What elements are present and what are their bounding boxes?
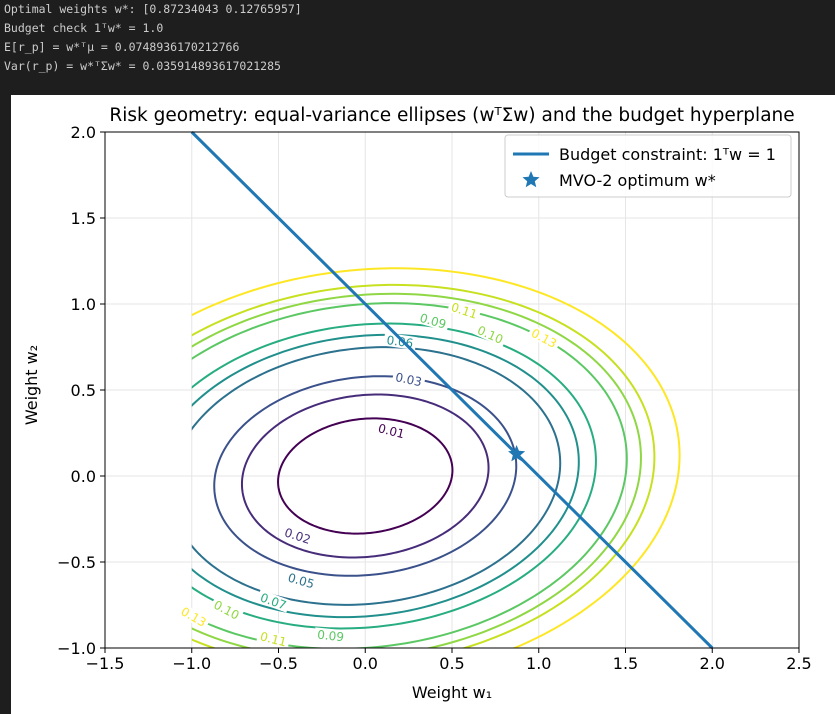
x-tick-label: 0.0 [353,654,378,673]
y-tick-label: 2.0 [71,123,96,142]
contour-label-bg [473,322,508,347]
x-axis-label: Weight w₁ [412,683,492,702]
x-tick-label: −1.5 [86,654,125,673]
y-axis-label: Weight w₂ [22,345,41,425]
contour-label-bg [374,420,409,441]
contour-label-group: 0.03 [391,369,426,389]
contour-0.02 [240,393,490,559]
contour-label: 0.10 [475,323,505,347]
contour-label: 0.09 [418,311,448,332]
y-tick-label: 0.0 [71,467,96,486]
contour-label-bg [415,310,451,332]
contour-0.07 [191,322,597,630]
console-line-budget: Budget check 1ᵀw* = 1.0 [4,21,164,35]
legend-label-budget: Budget constraint: 1ᵀw = 1 [559,145,776,164]
contour-label-bg [209,596,244,623]
contour-label-bg [284,569,319,592]
contour-label-group: 0.11 [256,628,291,650]
contour-label-bg [256,589,291,613]
y-tick-label: −1.0 [57,639,96,658]
x-tick-label: 0.5 [439,654,464,673]
optimum-star-marker [508,445,526,462]
contour-label-bg [314,627,348,644]
contour-0.11 [191,283,656,648]
contour-0.13 [191,267,681,648]
contour-label: 0.03 [394,370,423,389]
contour-label-group: 0.01 [374,420,409,441]
y-tick-label: 1.5 [71,209,96,228]
contour-label-group: 0.10 [209,596,244,623]
contour-label-group: 0.10 [473,322,508,347]
x-ticks: −1.5 −1.0 −0.5 0.0 0.5 1.0 1.5 2.0 2.5 [86,648,812,673]
y-tick-label: −0.5 [57,553,96,572]
optimum-layer [508,445,526,462]
contour-label-group: 0.09 [415,310,451,332]
x-tick-label: 1.5 [613,654,638,673]
figure: Risk geometry: equal-variance ellipses (… [11,95,835,714]
contour-lines [191,267,681,648]
chart-title: Risk geometry: equal-variance ellipses (… [109,105,794,126]
x-tick-label: 1.0 [526,654,551,673]
legend-box [504,134,792,198]
x-tick-label: 2.0 [700,654,725,673]
contour-label-bg [280,524,315,547]
contour-chart: Risk geometry: equal-variance ellipses (… [22,105,812,702]
output-gutter [0,92,11,714]
legend: Budget constraint: 1ᵀw = 1 MVO-2 optimum… [504,134,792,198]
contour-label: 0.09 [317,628,345,645]
contour-0.06 [191,333,580,619]
y-tick-label: 1.0 [71,295,96,314]
console-output: Optimal weights w*: [0.87234043 0.127659… [0,0,835,92]
contour-0.09 [191,302,628,648]
contour-label-bg [256,628,291,650]
contour-0.05 [191,346,562,606]
contour-label-bg [176,602,211,631]
contour-label-group: 0.07 [256,589,291,613]
contour-label: 0.11 [259,629,288,649]
contour-label-group: 0.02 [280,524,315,547]
console-line-weights: Optimal weights w*: [0.87234043 0.127659… [4,2,302,16]
x-tick-label: 2.5 [786,654,811,673]
contour-labels: 0.010.030.060.09 0.110.10 0.130.020.050.07… [176,299,562,650]
y-ticks: −1.0 −0.5 0.0 0.5 1.0 1.5 2.0 [57,123,105,658]
y-tick-label: 0.5 [71,381,96,400]
x-tick-label: −0.5 [259,654,298,673]
contour-0.10 [191,292,642,648]
console-line-return: E[r_p] = w*ᵀμ = 0.0748936170212766 [4,40,240,54]
contour-0.01 [277,417,454,535]
budget-line [190,130,714,650]
contour-label: 0.01 [377,421,406,441]
contour-0.03 [213,375,518,577]
contour-label: 0.05 [286,571,316,592]
budget-line-layer [190,130,714,650]
console-line-variance: Var(r_p) = w*ᵀΣw* = 0.035914893617021285 [4,59,281,73]
contour-label-group: 0.13 [176,602,211,631]
legend-star-swatch [522,171,540,188]
contour-label-group: 0.13 [527,324,562,352]
x-tick-label: −1.0 [172,654,211,673]
legend-label-optimum: MVO-2 optimum w* [559,171,716,190]
contour-label-group: 0.09 [314,627,348,645]
contour-label-bg [527,324,562,352]
contour-label-bg [447,299,482,322]
contour-label-bg [391,369,426,389]
